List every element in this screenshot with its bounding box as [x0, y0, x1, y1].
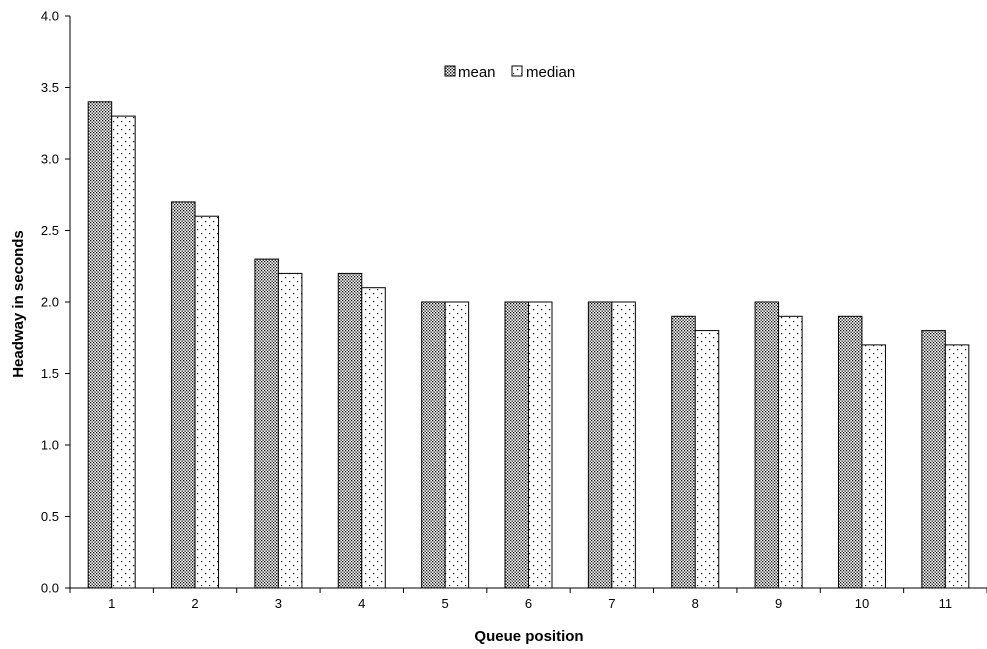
legend-label-median: median [526, 64, 575, 81]
legend: mean median [444, 64, 575, 81]
bar-mean-2 [171, 201, 196, 589]
x-tick-label: 9 [775, 596, 782, 611]
bar-mean-5 [421, 301, 446, 589]
x-tick-label: 6 [525, 596, 532, 611]
bar-median-10 [861, 344, 886, 589]
bar-mean-6 [504, 301, 529, 589]
legend-item-median: median [511, 64, 575, 81]
bar-median-6 [528, 301, 553, 589]
y-axis-title: Headway in seconds [10, 230, 27, 378]
y-tick-label: 0.0 [41, 581, 59, 596]
ticks-group: 0.0 0.5 1.0 1.5 2.0 2.5 3.0 3.5 4.0 1 2 3 4 5 6 7 8 9 10 11 [41, 9, 987, 611]
y-tick-label: 1.0 [41, 438, 59, 453]
x-tick-label: 1 [108, 596, 115, 611]
bar-mean-11 [921, 330, 946, 589]
bar-mean-10 [837, 315, 863, 589]
x-tick-label: 2 [191, 596, 198, 611]
x-tick-label: 4 [358, 596, 365, 611]
bar-median-4 [361, 287, 386, 589]
bar-median-9 [778, 315, 803, 589]
y-tick-label: 3.0 [41, 152, 59, 167]
bar-median-1 [111, 115, 136, 589]
x-tick-label: 11 [939, 596, 953, 611]
bar-mean-4 [337, 272, 363, 589]
bar-mean-1 [87, 101, 113, 589]
x-tick-label: 5 [442, 596, 449, 611]
bar-median-5 [444, 301, 470, 589]
bar-mean-8 [671, 315, 696, 589]
bar-median-7 [611, 301, 636, 589]
x-tick-label: 10 [855, 596, 869, 611]
bar-median-3 [277, 272, 303, 589]
bar-mean-3 [254, 258, 279, 589]
y-tick-label: 0.5 [41, 509, 59, 524]
y-tick-label: 2.5 [41, 223, 59, 238]
x-axis-title: Queue position [474, 628, 583, 645]
legend-swatch-mean [444, 65, 456, 77]
y-tick-label: 3.5 [41, 80, 59, 95]
x-tick-label: 7 [608, 596, 615, 611]
bar-mean-9 [754, 301, 780, 589]
y-tick-label: 1.5 [41, 366, 59, 381]
legend-item-mean: mean [444, 64, 496, 81]
bar-median-8 [694, 330, 720, 589]
legend-label-mean: mean [458, 64, 496, 81]
x-tick-label: 8 [692, 596, 699, 611]
bar-median-2 [194, 215, 220, 589]
bar-median-11 [944, 344, 970, 589]
legend-swatch-median [511, 65, 523, 77]
x-tick-label: 3 [275, 596, 282, 611]
bar-mean-7 [587, 301, 613, 589]
bars-group [87, 101, 970, 589]
y-tick-label: 4.0 [41, 9, 59, 24]
y-tick-label: 2.0 [41, 295, 59, 310]
